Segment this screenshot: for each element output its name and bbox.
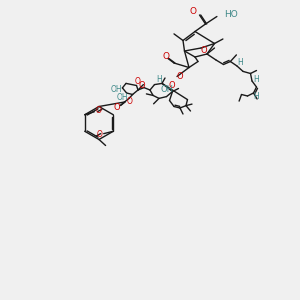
Text: H: H xyxy=(254,92,260,100)
Text: H: H xyxy=(238,58,244,67)
Text: OH: OH xyxy=(111,85,122,94)
Text: H: H xyxy=(157,75,163,84)
Text: O: O xyxy=(127,97,133,106)
Text: O: O xyxy=(200,46,207,55)
Text: OH: OH xyxy=(160,85,173,94)
Text: O: O xyxy=(189,8,197,16)
Text: O: O xyxy=(162,52,169,62)
Text: OH: OH xyxy=(116,93,128,102)
Text: O: O xyxy=(176,72,183,81)
Text: O: O xyxy=(114,103,120,112)
Text: O: O xyxy=(168,81,175,90)
Text: O: O xyxy=(96,106,101,116)
Text: O: O xyxy=(97,130,102,139)
Text: H: H xyxy=(254,75,260,84)
Text: O: O xyxy=(134,77,140,86)
Text: O: O xyxy=(138,81,145,90)
Text: HO: HO xyxy=(224,10,238,19)
